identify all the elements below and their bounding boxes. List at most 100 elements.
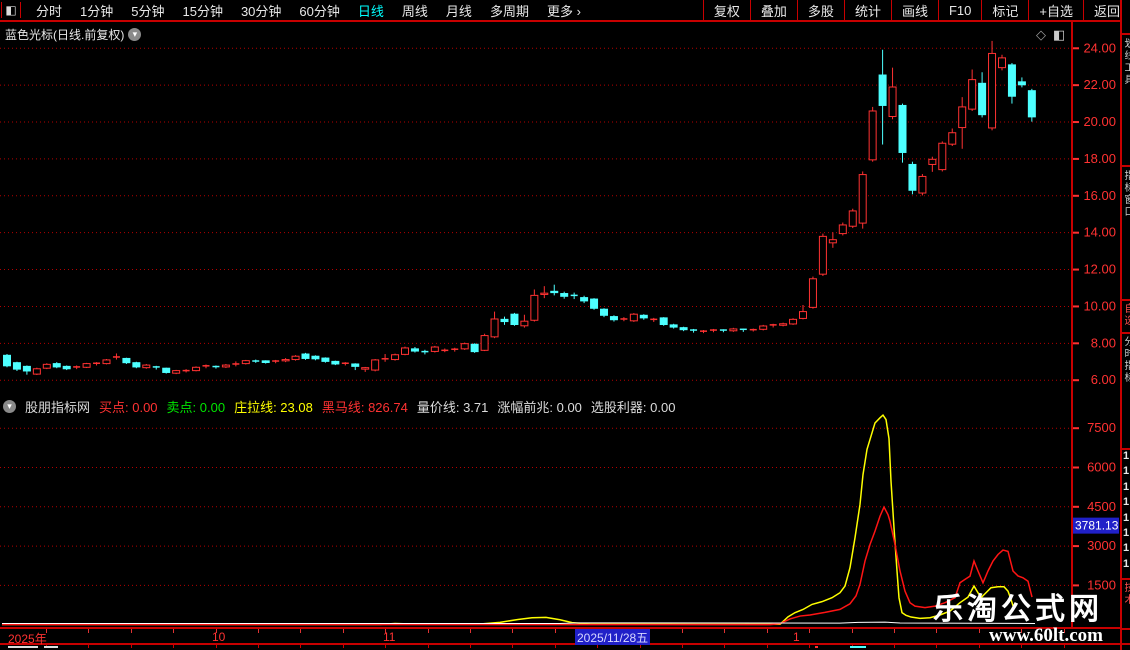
strip-tab-fragment-2[interactable]: 自选: [1122, 303, 1130, 327]
date-tick: [809, 629, 810, 633]
svg-text:7500: 7500: [1087, 420, 1116, 435]
strip-divider: [1122, 33, 1130, 35]
svg-text:6000: 6000: [1087, 460, 1116, 475]
date-label-year: 2025年: [8, 632, 47, 646]
indicator-source: 股朋指标网: [25, 399, 91, 415]
date-cursor-highlight: 2025/11/28五: [575, 629, 651, 646]
strip-divider: [1122, 448, 1130, 450]
timeframe-tab-5[interactable]: 60分钟: [299, 3, 340, 19]
svg-text:12.00: 12.00: [1083, 262, 1116, 277]
strip-divider: [1122, 628, 1130, 630]
svg-text:14.00: 14.00: [1083, 225, 1116, 240]
timeframe-tab-8[interactable]: 月线: [445, 3, 472, 19]
toolbar-button-2[interactable]: 多股: [796, 0, 844, 20]
chart-title: 蓝色光标(日线.前复权): [5, 28, 125, 42]
strip-tab-fragment-0[interactable]: 划线工具: [1122, 38, 1130, 86]
strip-divider: [1122, 578, 1130, 580]
date-tick: [428, 629, 429, 633]
bottom-tick: [343, 645, 344, 648]
date-label-month-2: 1: [793, 630, 800, 644]
split-pane-icon[interactable]: ◧: [1, 2, 21, 18]
bottom-tick: [1021, 645, 1022, 648]
right-edge-vertical-toolbar[interactable]: 划线工具指标窗口自选分时指标技术 1 1 1 1 1 1 1 1: [1120, 0, 1130, 650]
svg-text:8.00: 8.00: [1091, 335, 1116, 350]
bottom-tick: [555, 645, 556, 648]
timeframe-tab-3[interactable]: 15分钟: [182, 3, 223, 19]
cutoff-fragment: [815, 646, 818, 648]
timeframe-tab-1[interactable]: 1分钟: [80, 3, 114, 19]
strip-tab-fragment-3[interactable]: 分时指标: [1122, 336, 1130, 384]
strip-divider: [1122, 165, 1130, 167]
indicator-field-3: 黑马线: 826.74: [321, 399, 408, 415]
toolbar-button-4[interactable]: 画线: [890, 0, 938, 20]
bottom-tick: [809, 645, 810, 648]
date-tick: [1064, 629, 1065, 633]
bottom-tick: [300, 645, 301, 648]
bottom-tick: [640, 645, 641, 648]
bottom-tick: [597, 645, 598, 648]
svg-text:18.00: 18.00: [1083, 151, 1116, 166]
date-tick: [555, 629, 556, 633]
svg-text:10.00: 10.00: [1083, 298, 1116, 313]
date-tick: [258, 629, 259, 633]
strip-divider: [1122, 332, 1130, 334]
timeframe-tab-10[interactable]: 更多 ›: [546, 3, 581, 19]
timeframe-tab-4[interactable]: 30分钟: [240, 3, 282, 19]
chevron-down-icon[interactable]: ▾: [3, 399, 16, 413]
timeframe-tabs: 分时 1分钟 5分钟 15分钟 30分钟 60分钟 日线 周线 月线 多周期 更多 ›: [27, 1, 590, 20]
date-tick: [216, 629, 217, 633]
date-tick: [343, 629, 344, 633]
timeframe-tab-0[interactable]: 分时: [36, 3, 63, 19]
watermark: 乐淘公式网 www.60lt.com: [933, 594, 1103, 646]
toolbar-button-0[interactable]: 复权: [702, 0, 750, 20]
diamond-marker-icon[interactable]: ◇: [1036, 27, 1046, 42]
cutoff-fragment: [850, 646, 866, 648]
strip-divider: [1122, 643, 1130, 645]
chart-title-bar: 蓝色光标(日线.前复权) ▾: [5, 26, 142, 43]
axis-gutter-divider: [1071, 22, 1073, 650]
date-tick: [470, 629, 471, 633]
date-tick: [852, 629, 853, 633]
bottom-tick: [385, 645, 386, 648]
strip-tab-fragment-1[interactable]: 指标窗口: [1122, 170, 1130, 218]
top-toolbar: ◧ 分时 1分钟 5分钟 15分钟 30分钟 60分钟 日线 周线 月线 多周期 更多 › 复权 叠加…: [0, 0, 1130, 22]
date-tick: [724, 629, 725, 633]
timeframe-tab-7[interactable]: 周线: [401, 3, 428, 19]
date-tick: [173, 629, 174, 633]
bottom-tick: [682, 645, 683, 648]
date-axis: 2025年 10 11 1 2025/11/28五: [0, 627, 1130, 646]
toolbar-button-8[interactable]: 返回: [1082, 0, 1130, 20]
timeframe-tab-9[interactable]: 多周期: [489, 3, 529, 19]
timeframe-tab-6[interactable]: 日线: [357, 3, 384, 19]
toolbar-button-7[interactable]: +自选: [1028, 0, 1083, 20]
svg-text:3000: 3000: [1087, 538, 1116, 553]
chevron-down-icon[interactable]: ▾: [128, 28, 142, 41]
timeframe-tab-2[interactable]: 5分钟: [131, 3, 165, 19]
chart-corner-icons: ◇ ◧: [1036, 27, 1065, 43]
strip-tab-fragment-4[interactable]: 技术: [1122, 582, 1130, 606]
bottom-tick: [173, 645, 174, 648]
date-tick: [385, 629, 386, 633]
main-candlestick-chart[interactable]: 6.00 8.00 10.00 12.00 14.00 16.00 18.00 20.00 22…: [0, 22, 1120, 396]
indicator-field-0: 买点: 0.00: [99, 399, 158, 415]
indicator-field-1: 卖点: 0.00: [166, 399, 226, 415]
svg-text:4500: 4500: [1087, 499, 1116, 514]
watermark-site-name: 乐淘公式网: [933, 593, 1103, 626]
date-tick: [131, 629, 132, 633]
date-tick: [300, 629, 301, 633]
toolbar-button-6[interactable]: 标记: [981, 0, 1028, 20]
svg-text:22.00: 22.00: [1083, 77, 1116, 92]
indicator-header: ▾ 股朋指标网 买点: 0.00 卖点: 0.00 庄拉线: 23.08 黑马线: 8…: [3, 398, 675, 415]
indicator-panel-chart[interactable]: 1500 3000 4500 6000 7500 3781.13: [0, 396, 1120, 627]
toolbar-actions: 复权 叠加 多股 统计 画线 F10 标记 +自选 返回: [702, 0, 1130, 20]
bottom-tick: [428, 645, 429, 648]
toolbar-button-1[interactable]: 叠加: [749, 0, 797, 20]
bottom-cutoff-strip: [0, 645, 1130, 650]
toolbar-button-5[interactable]: F10: [937, 0, 981, 20]
maximize-pane-icon[interactable]: ◧: [1053, 27, 1066, 42]
bottom-tick: [894, 645, 895, 648]
bottom-tick: [767, 645, 768, 648]
toolbar-button-3[interactable]: 统计: [843, 0, 891, 20]
bottom-tick: [512, 645, 513, 648]
